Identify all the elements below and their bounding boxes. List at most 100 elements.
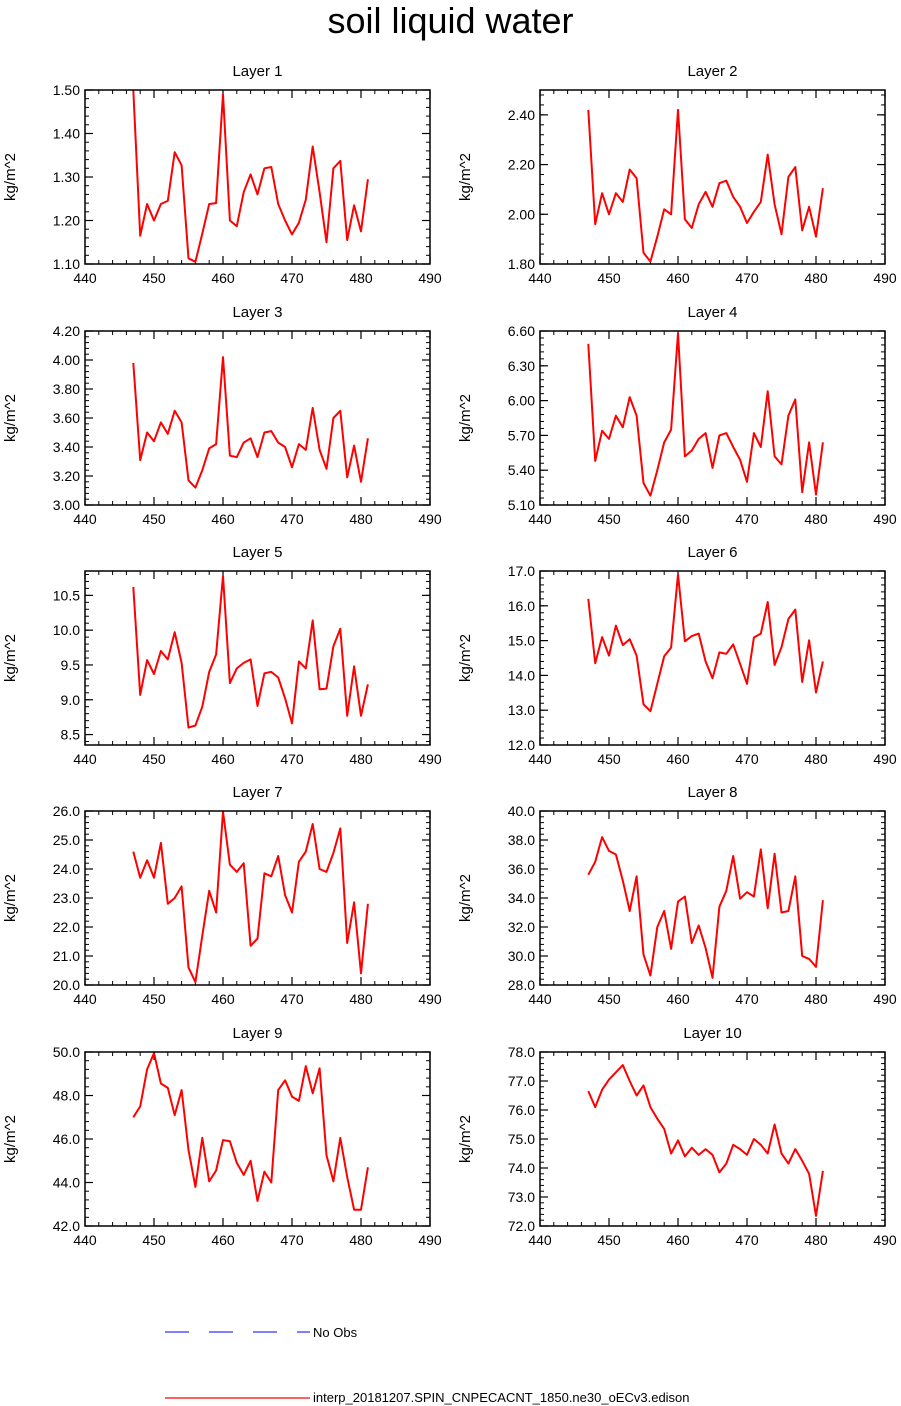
plot-frame: [84, 810, 431, 986]
y-tick-label: 2.20: [508, 157, 535, 173]
y-axis-label: kg/m^2: [2, 874, 19, 922]
x-tick-label: 460: [211, 511, 235, 527]
y-axis-label: kg/m^2: [457, 394, 474, 442]
x-tick-label: 470: [280, 270, 304, 286]
x-tick-label: 480: [804, 1232, 828, 1248]
chart-title: Layer 8: [687, 784, 737, 801]
y-tick-label: 25.0: [53, 832, 80, 848]
chart-panel-9: Layer 9 kg/m^2 440 450 460 470 480 490 42.0 44.0 4…: [2, 1025, 442, 1248]
chart-panel-7: Layer 7 kg/m^2 440 450 460 470 480 490 20.0 21.0 2…: [2, 784, 442, 1007]
chart-title: Layer 3: [232, 304, 282, 321]
x-tick-label: 440: [73, 511, 97, 527]
y-tick-label: 20.0: [53, 977, 80, 993]
y-tick-label: 75.0: [508, 1131, 535, 1147]
plot-frame: [84, 1051, 431, 1227]
y-tick-label: 1.10: [53, 256, 80, 272]
chart-panel-10: Layer 10 kg/m^2 440 450 460 470 480 490 72.0 73.0…: [457, 1025, 897, 1248]
y-tick-label: 1.30: [53, 169, 80, 185]
chart-title: Layer 5: [232, 544, 282, 561]
x-tick-label: 460: [666, 991, 690, 1007]
x-tick-label: 450: [597, 511, 621, 527]
plot-frame: [539, 570, 886, 746]
x-tick-label: 450: [597, 270, 621, 286]
chart-panel-8: Layer 8 kg/m^2 440 450 460 470 480 490 28.0 30.0 3…: [457, 784, 897, 1007]
y-tick-label: 10.5: [53, 587, 80, 603]
series-line: [587, 1064, 824, 1217]
plot-frame: [84, 330, 431, 506]
y-tick-label: 5.70: [508, 427, 535, 443]
x-tick-label: 460: [211, 270, 235, 286]
chart-panel-4: Layer 4 kg/m^2 440 450 460 470 480 490 5.10 5.40 5…: [457, 304, 897, 527]
x-tick-label: 470: [280, 751, 304, 767]
x-tick-label: 460: [211, 991, 235, 1007]
chart-title: Layer 1: [232, 63, 282, 80]
plot-frame: [84, 89, 431, 265]
chart-title: Layer 2: [687, 63, 737, 80]
y-tick-label: 2.40: [508, 107, 535, 123]
x-tick-label: 490: [418, 1232, 442, 1248]
y-tick-label: 1.40: [53, 126, 80, 142]
x-tick-label: 460: [211, 751, 235, 767]
y-tick-label: 4.20: [53, 323, 80, 339]
x-tick-label: 480: [349, 991, 373, 1007]
series-line: [132, 356, 369, 489]
series-line: [132, 810, 369, 984]
x-tick-label: 480: [349, 1232, 373, 1248]
y-tick-label: 30.0: [508, 948, 535, 964]
y-tick-label: 6.00: [508, 393, 535, 409]
y-tick-label: 26.0: [53, 803, 80, 819]
y-tick-label: 5.10: [508, 497, 535, 513]
y-axis-label: kg/m^2: [457, 153, 474, 201]
y-tick-label: 4.00: [53, 352, 80, 368]
x-tick-label: 480: [349, 751, 373, 767]
y-tick-label: 14.0: [508, 667, 535, 683]
x-tick-label: 470: [735, 270, 759, 286]
x-tick-label: 460: [211, 1232, 235, 1248]
plot-frame: [539, 810, 886, 986]
y-tick-label: 44.0: [53, 1175, 80, 1191]
y-tick-label: 1.50: [53, 82, 80, 98]
x-tick-label: 440: [528, 511, 552, 527]
y-tick-label: 72.0: [508, 1218, 535, 1234]
x-tick-label: 490: [418, 991, 442, 1007]
x-tick-label: 440: [73, 270, 97, 286]
series-line: [587, 836, 824, 979]
x-tick-label: 480: [804, 270, 828, 286]
x-tick-label: 490: [873, 1232, 897, 1248]
x-tick-label: 470: [735, 751, 759, 767]
y-tick-label: 12.0: [508, 737, 535, 753]
x-tick-label: 470: [735, 991, 759, 1007]
y-axis-label: kg/m^2: [457, 874, 474, 922]
x-tick-label: 470: [735, 1232, 759, 1248]
x-tick-label: 490: [873, 751, 897, 767]
x-tick-label: 490: [873, 991, 897, 1007]
y-axis-label: kg/m^2: [457, 634, 474, 682]
series-line: [587, 573, 824, 713]
y-tick-label: 10.0: [53, 622, 80, 638]
x-tick-label: 470: [280, 511, 304, 527]
x-tick-label: 450: [597, 1232, 621, 1248]
x-tick-label: 470: [280, 991, 304, 1007]
x-tick-label: 460: [666, 751, 690, 767]
y-tick-label: 3.60: [53, 410, 80, 426]
x-tick-label: 490: [418, 751, 442, 767]
x-tick-label: 480: [349, 270, 373, 286]
chart-title: Layer 6: [687, 544, 737, 561]
y-tick-label: 24.0: [53, 861, 80, 877]
x-tick-label: 460: [666, 270, 690, 286]
y-tick-label: 77.0: [508, 1073, 535, 1089]
y-tick-label: 28.0: [508, 977, 535, 993]
y-tick-label: 38.0: [508, 832, 535, 848]
y-tick-label: 3.40: [53, 439, 80, 455]
x-tick-label: 470: [735, 511, 759, 527]
plot-frame: [539, 330, 886, 506]
x-tick-label: 480: [349, 511, 373, 527]
y-tick-label: 16.0: [508, 598, 535, 614]
y-tick-label: 17.0: [508, 563, 535, 579]
x-tick-label: 450: [597, 991, 621, 1007]
y-tick-label: 3.80: [53, 381, 80, 397]
y-tick-label: 9.5: [61, 657, 81, 673]
y-tick-label: 34.0: [508, 890, 535, 906]
y-axis-label: kg/m^2: [2, 1115, 19, 1163]
x-tick-label: 460: [666, 511, 690, 527]
